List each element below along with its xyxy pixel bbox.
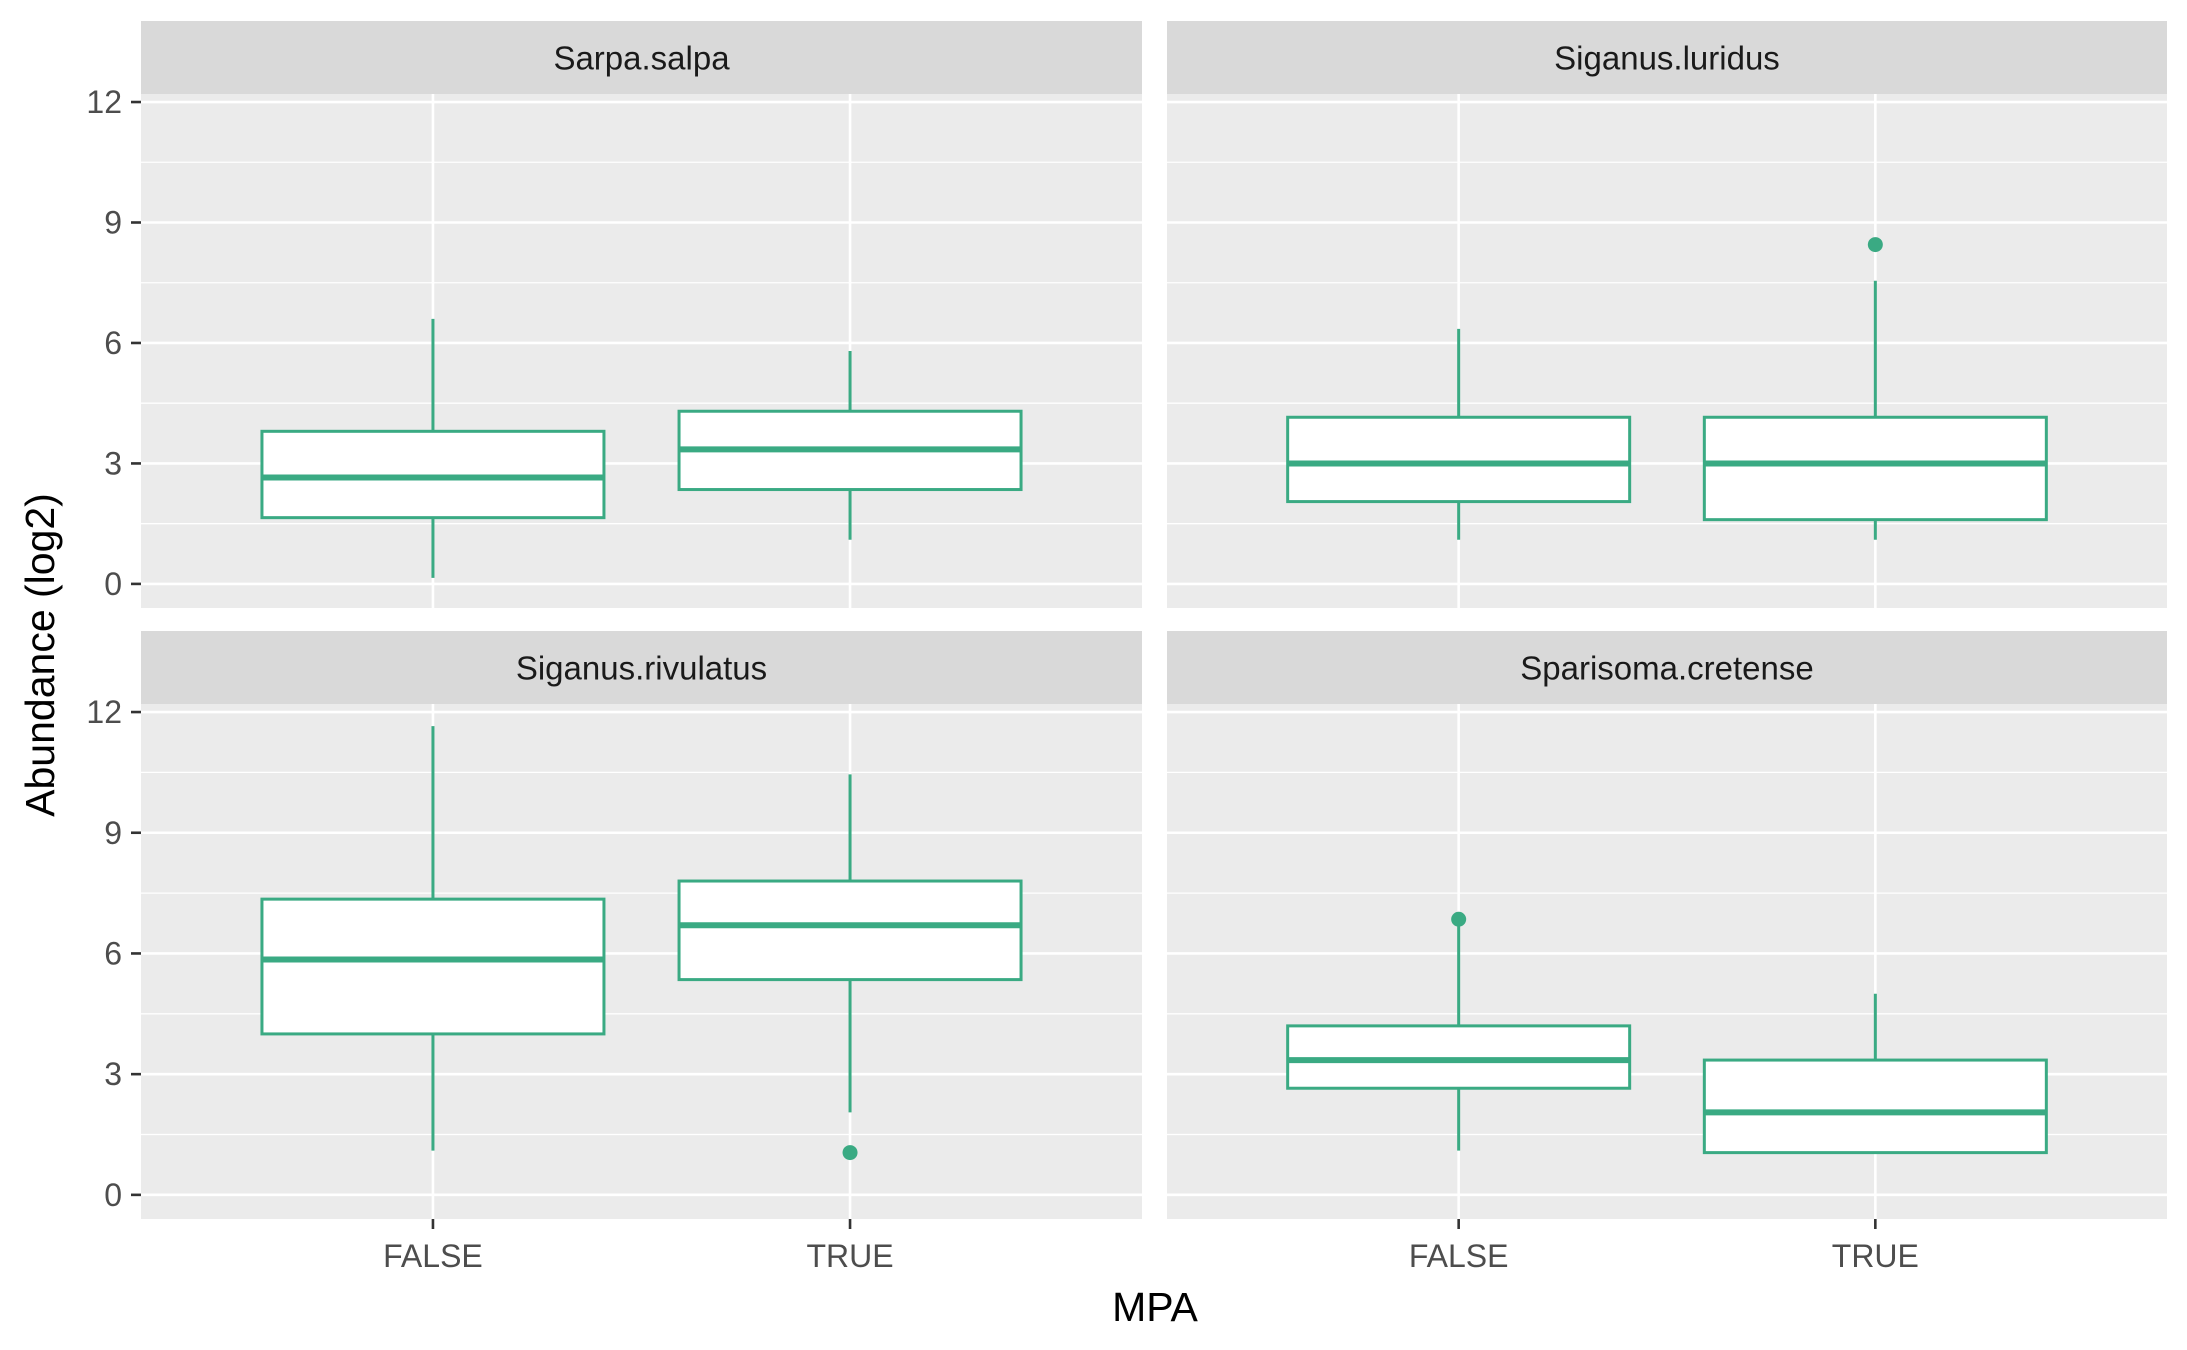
box-iqr xyxy=(260,429,606,520)
box-iqr xyxy=(1702,1058,2048,1155)
outlier-point xyxy=(842,1145,858,1161)
x-tick-label: TRUE xyxy=(1832,1238,1919,1274)
box-true xyxy=(677,774,1023,1161)
panel-background xyxy=(141,94,1142,608)
y-tick-label: 12 xyxy=(86,694,122,730)
facet-strip xyxy=(1167,21,2167,94)
panel-background xyxy=(1167,94,2167,608)
box-true xyxy=(677,351,1023,540)
y-tick-label: 3 xyxy=(104,445,122,481)
box-false xyxy=(1286,328,1632,540)
box-iqr xyxy=(1702,415,2048,522)
y-tick-label: 9 xyxy=(104,205,122,241)
y-tick-label: 0 xyxy=(104,566,122,602)
facet-title: Sparisoma.cretense xyxy=(1520,650,1813,687)
panel-sparisoma-cretense: Sparisoma.cretense xyxy=(1167,631,2167,1219)
box-iqr xyxy=(260,897,606,1036)
y-tick-label: 9 xyxy=(104,815,122,851)
x-axis-title: MPA xyxy=(1112,1284,1198,1330)
panel-siganus-luridus: Siganus.luridus xyxy=(1167,21,2167,608)
y-tick-label: 12 xyxy=(86,84,122,120)
box-iqr xyxy=(1286,415,1632,504)
facet-strip xyxy=(141,631,1142,704)
panel-sarpa-salpa: Sarpa.salpa xyxy=(141,21,1142,608)
y-tick-label: 3 xyxy=(104,1056,122,1092)
facet-strip xyxy=(141,21,1142,94)
box-iqr xyxy=(1286,1024,1632,1090)
y-tick-label: 6 xyxy=(104,935,122,971)
facet-strip xyxy=(1167,631,2167,704)
outlier-point xyxy=(1451,911,1467,927)
panels-layer: Sarpa.salpa Siganus.luridus Siganus.rivula… xyxy=(141,21,2167,1219)
x-tick-label: FALSE xyxy=(383,1238,483,1274)
facet-title: Sarpa.salpa xyxy=(553,40,730,77)
box-true xyxy=(1702,993,2048,1155)
x-tick-label: FALSE xyxy=(1409,1238,1509,1274)
facet-title: Siganus.rivulatus xyxy=(516,650,767,687)
box-false xyxy=(1286,911,1632,1151)
box-false xyxy=(260,726,606,1151)
y-tick-label: 0 xyxy=(104,1177,122,1213)
x-tick-label: TRUE xyxy=(806,1238,893,1274)
panel-siganus-rivulatus: Siganus.rivulatus xyxy=(141,631,1142,1219)
box-iqr xyxy=(677,879,1023,982)
y-tick-label: 6 xyxy=(104,325,122,361)
outlier-point xyxy=(1867,237,1883,253)
axes-layer: 0 3 6 9 12 0 3 6 9 12 FALSE TRUE FALSE TRUE xyxy=(86,84,1918,1274)
facet-title: Siganus.luridus xyxy=(1554,40,1780,77)
box-true xyxy=(1702,237,2048,540)
box-false xyxy=(260,318,606,578)
y-axis-title: Abundance (log2) xyxy=(17,493,63,817)
